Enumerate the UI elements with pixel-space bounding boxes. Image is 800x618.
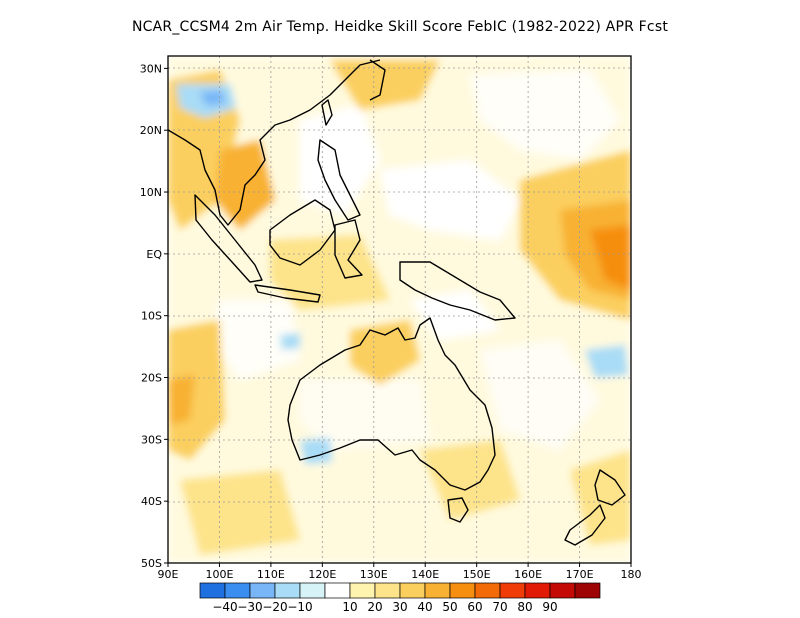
lon-tick-label: 160E xyxy=(514,568,542,581)
lon-tick-label: 90E xyxy=(158,568,179,581)
coastline-new-zealand-north xyxy=(594,469,626,506)
coastline-philippines xyxy=(317,139,361,221)
lon-tick-label: 130E xyxy=(360,568,388,581)
lon-tick-label: 150E xyxy=(463,568,491,581)
colorbar-swatch xyxy=(399,582,426,599)
colorbar-label: 80 xyxy=(517,600,532,614)
skill-score-shading xyxy=(168,56,631,563)
colorbar-label: −10 xyxy=(287,600,312,614)
colorbar-label: 10 xyxy=(342,600,357,614)
lat-tick-label: 10N xyxy=(140,186,162,199)
coastline-sulawesi xyxy=(334,219,363,279)
colorbar-swatch xyxy=(449,582,476,599)
colorbar-swatch xyxy=(224,582,251,599)
lat-tick-label: 50S xyxy=(141,557,162,570)
colorbar-label: 60 xyxy=(467,600,482,614)
gridlines xyxy=(168,56,631,563)
map-frame xyxy=(167,55,632,564)
colorbar-swatch xyxy=(274,582,301,599)
colorbar-label: 90 xyxy=(542,600,557,614)
coastline-se-asia xyxy=(168,59,381,226)
lat-tick-label: 20S xyxy=(141,372,162,385)
colorbar-swatch xyxy=(549,582,576,599)
lat-tick-label: 10S xyxy=(141,310,162,323)
coastline-japan xyxy=(369,59,386,101)
lat-tick-label: 40S xyxy=(141,495,162,508)
map-title: NCAR_CCSM4 2m Air Temp. Heidke Skill Sco… xyxy=(131,19,669,35)
colorbar-swatch xyxy=(374,582,401,599)
colorbar-labels: −40 −30 −20 −10 10 20 30 40 50 60 70 80 90 xyxy=(212,600,557,614)
colorbar-swatch xyxy=(424,582,451,599)
coastline-java xyxy=(254,284,321,303)
coastline-australia xyxy=(287,317,496,491)
coastline-new-zealand-south xyxy=(564,504,606,546)
colorbar-swatch xyxy=(499,582,526,599)
lon-tick-label: 100E xyxy=(205,568,233,581)
colorbar-swatch xyxy=(299,582,326,599)
longitude-tick-labels: 90E 100E 110E 120E 130E 140E 150E 160E 170E 180 xyxy=(158,563,642,581)
colorbar-swatch xyxy=(524,582,551,599)
lon-tick-label: 110E xyxy=(257,568,285,581)
coastline-taiwan xyxy=(321,99,333,126)
colorbar-swatch xyxy=(574,582,601,599)
colorbar-swatch xyxy=(249,582,276,599)
colorbar-swatch xyxy=(199,582,226,599)
coastlines xyxy=(168,59,626,546)
colorbar-label: 30 xyxy=(392,600,407,614)
colorbar-label: 40 xyxy=(417,600,432,614)
colorbar-swatch xyxy=(349,582,376,599)
lat-tick-label: 20N xyxy=(140,124,162,137)
colorbar xyxy=(199,582,601,599)
coastline-tasmania xyxy=(447,497,469,523)
latitude-tick-labels: 30N 20N 10N EQ 10S 20S 30S 40S 50S xyxy=(140,62,168,570)
lon-tick-label: 140E xyxy=(411,568,439,581)
shaded-field xyxy=(168,56,631,563)
colorbar-swatch xyxy=(324,582,351,599)
lat-tick-label: 30N xyxy=(140,62,162,75)
lat-tick-label: 30S xyxy=(141,433,162,446)
colorbar-label: −40 xyxy=(212,600,237,614)
coastline-new-guinea xyxy=(399,261,516,321)
colorbar-label: 70 xyxy=(492,600,507,614)
colorbar-label: −30 xyxy=(237,600,262,614)
colorbar-label: 20 xyxy=(367,600,382,614)
lon-tick-label: 180 xyxy=(621,568,642,581)
coastline-sumatra xyxy=(194,194,263,283)
lon-tick-label: 170E xyxy=(566,568,594,581)
colorbar-swatch xyxy=(474,582,501,599)
lat-tick-label: EQ xyxy=(146,248,162,261)
colorbar-label: 50 xyxy=(442,600,457,614)
colorbar-label: −20 xyxy=(262,600,287,614)
coastline-borneo xyxy=(269,199,336,266)
lon-tick-label: 120E xyxy=(308,568,336,581)
